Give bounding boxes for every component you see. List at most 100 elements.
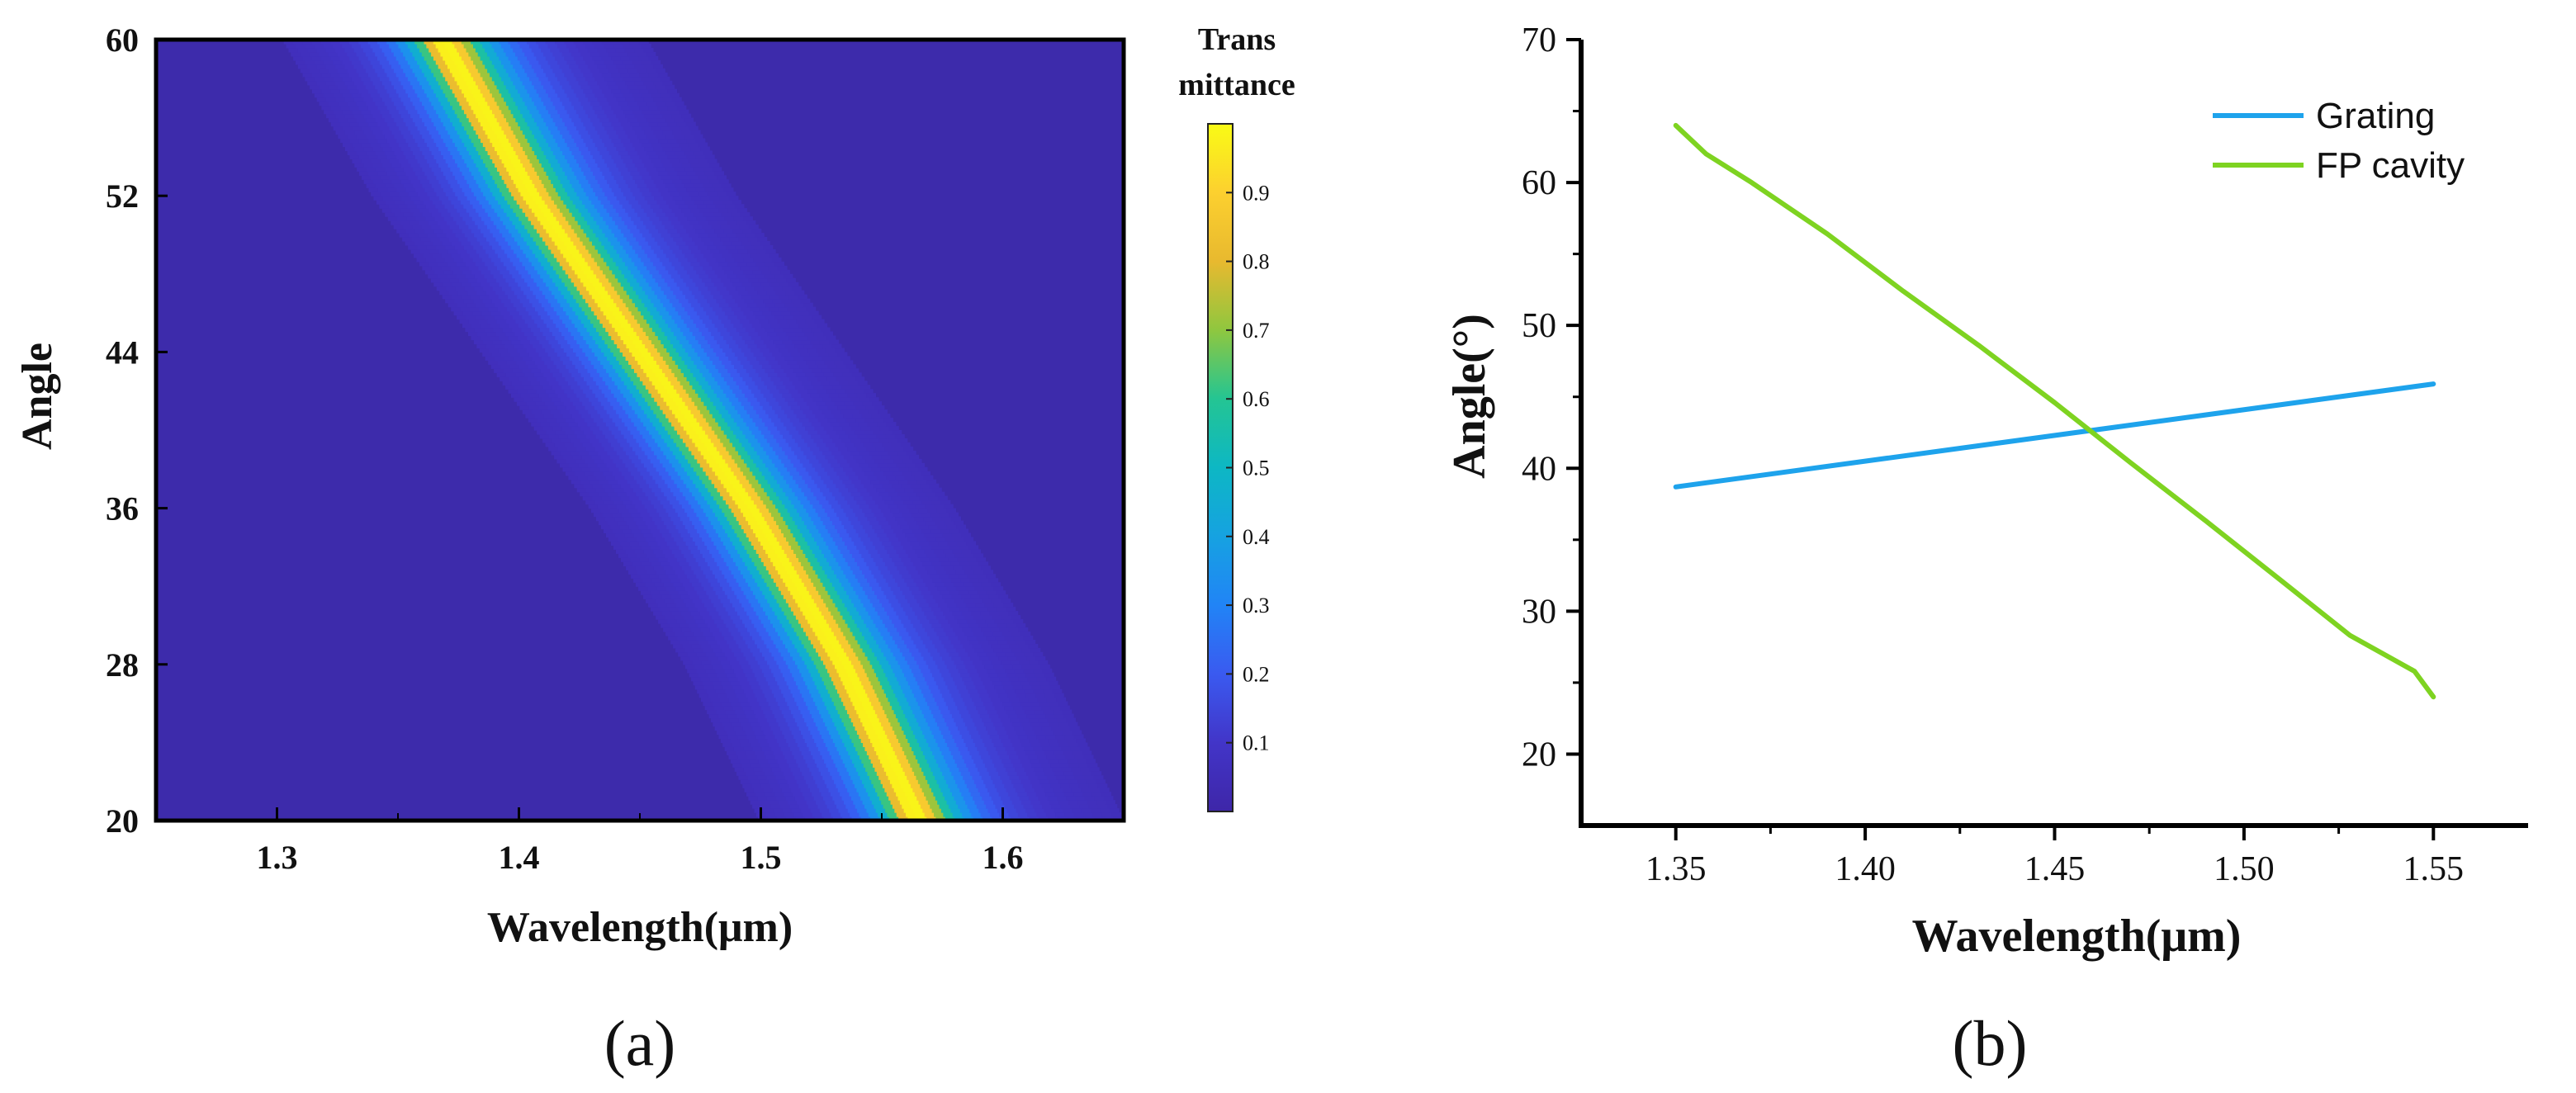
- heatmap-cell: [839, 578, 849, 583]
- heatmap-cell: [722, 348, 733, 353]
- heatmap-cell: [627, 319, 638, 324]
- heatmap-cell: [661, 532, 672, 538]
- heatmap-cell: [769, 389, 780, 394]
- heatmap-cell: [736, 639, 746, 645]
- heatmap-cell: [689, 578, 699, 583]
- heatmap-cell: [1007, 693, 1018, 698]
- heatmap-cell: [774, 676, 785, 682]
- heatmap-cell: [938, 684, 949, 690]
- heatmap-cell: [664, 537, 675, 542]
- heatmap-cell: [968, 545, 979, 550]
- heatmap-cell: [796, 414, 807, 419]
- heatmap-cell: [673, 491, 684, 497]
- heatmap-cell: [654, 491, 665, 497]
- heatmap-cell: [778, 401, 788, 406]
- heatmap-cell: [687, 668, 698, 674]
- heatmap-cell: [949, 668, 959, 674]
- heatmap-cell: [1015, 788, 1025, 793]
- heatmap-cell: [992, 738, 1002, 743]
- heatmap-cell: [799, 668, 810, 674]
- heatmap-cell: [1010, 796, 1020, 801]
- heatmap-cell: [623, 499, 633, 505]
- heatmap-cell: [897, 582, 907, 587]
- heatmap-cell: [930, 767, 941, 772]
- heatmap-cell: [1011, 647, 1022, 653]
- heatmap-cell: [717, 623, 727, 628]
- heatmap-cell: [616, 450, 627, 456]
- heatmap-cell: [892, 804, 902, 809]
- heatmap-cell: [567, 433, 578, 439]
- heatmap-cell: [841, 450, 851, 456]
- heatmap-cell: [665, 426, 675, 431]
- heatmap-cell: [900, 524, 911, 530]
- heatmap-cell: [705, 471, 716, 476]
- heatmap-cell: [643, 594, 653, 599]
- heatmap-cell: [771, 746, 782, 751]
- heatmap-cell: [474, 327, 485, 333]
- heatmap-cell: [672, 627, 683, 632]
- heatmap-cell: [996, 767, 1006, 772]
- heatmap-cell: [707, 446, 717, 452]
- heatmap-cell: [790, 688, 801, 694]
- heatmap-cell: [958, 590, 968, 595]
- heatmap-cell: [652, 422, 663, 427]
- heatmap-cell: [884, 730, 895, 736]
- heatmap-cell: [782, 672, 793, 678]
- heatmap-cell: [651, 545, 661, 550]
- heatmap-cell: [765, 356, 776, 361]
- heatmap-cell: [719, 343, 730, 349]
- heatmap-cell: [664, 491, 675, 497]
- heatmap-cell: [646, 537, 656, 542]
- heatmap-cell: [950, 578, 961, 583]
- heatmap-cell: [752, 804, 763, 809]
- heatmap-cell: [777, 631, 788, 636]
- heatmap-cell: [980, 676, 991, 682]
- heatmap-cell: [542, 397, 552, 402]
- heatmap-cell: [732, 705, 743, 711]
- heatmap-cell: [621, 512, 632, 518]
- heatmap-cell: [928, 495, 939, 501]
- heatmap-cell: [642, 327, 653, 333]
- heatmap-cell: [812, 713, 822, 719]
- heatmap-cell: [1074, 775, 1085, 780]
- heatmap-cell: [803, 627, 813, 632]
- heatmap-cell: [849, 532, 859, 538]
- heatmap-cell: [939, 726, 949, 731]
- heatmap-cell: [733, 668, 744, 674]
- heatmap-cell: [774, 462, 785, 468]
- heatmap-cell: [851, 537, 862, 542]
- heatmap-cell: [776, 479, 787, 485]
- heatmap-cell: [916, 660, 927, 665]
- heatmap-cell: [958, 746, 968, 751]
- heatmap-cell: [833, 779, 844, 784]
- heatmap-cell: [763, 339, 774, 345]
- heatmap-cell: [694, 684, 705, 690]
- heatmap-cell: [562, 319, 572, 324]
- heatmap-cell: [815, 570, 826, 575]
- heatmap-cell: [931, 672, 942, 678]
- heatmap-cell: [921, 788, 932, 793]
- heatmap-cell: [681, 627, 692, 632]
- heatmap-cell: [940, 528, 950, 534]
- heatmap-cell: [824, 759, 834, 764]
- heatmap-cell: [549, 422, 560, 427]
- heatmap-cell: [943, 627, 954, 632]
- heatmap-cell: [924, 611, 935, 616]
- heatmap-cell: [1049, 684, 1060, 690]
- heatmap-cell: [1006, 639, 1017, 645]
- heatmap-cell: [717, 578, 727, 583]
- heatmap-cell: [659, 590, 670, 595]
- heatmap-cell: [910, 541, 921, 546]
- heatmap-cell: [883, 458, 894, 464]
- heatmap-cell: [749, 426, 760, 431]
- heatmap-cell: [717, 339, 727, 345]
- heatmap-cell: [599, 438, 608, 443]
- heatmap-cell: [993, 664, 1004, 670]
- heatmap-cell: [999, 627, 1010, 632]
- heatmap-cell: [660, 352, 670, 357]
- heatmap-cell: [791, 499, 802, 505]
- heatmap-cell: [747, 582, 758, 587]
- heatmap-cell: [876, 516, 887, 522]
- heatmap-cell: [725, 352, 736, 357]
- heatmap-cell: [717, 475, 728, 480]
